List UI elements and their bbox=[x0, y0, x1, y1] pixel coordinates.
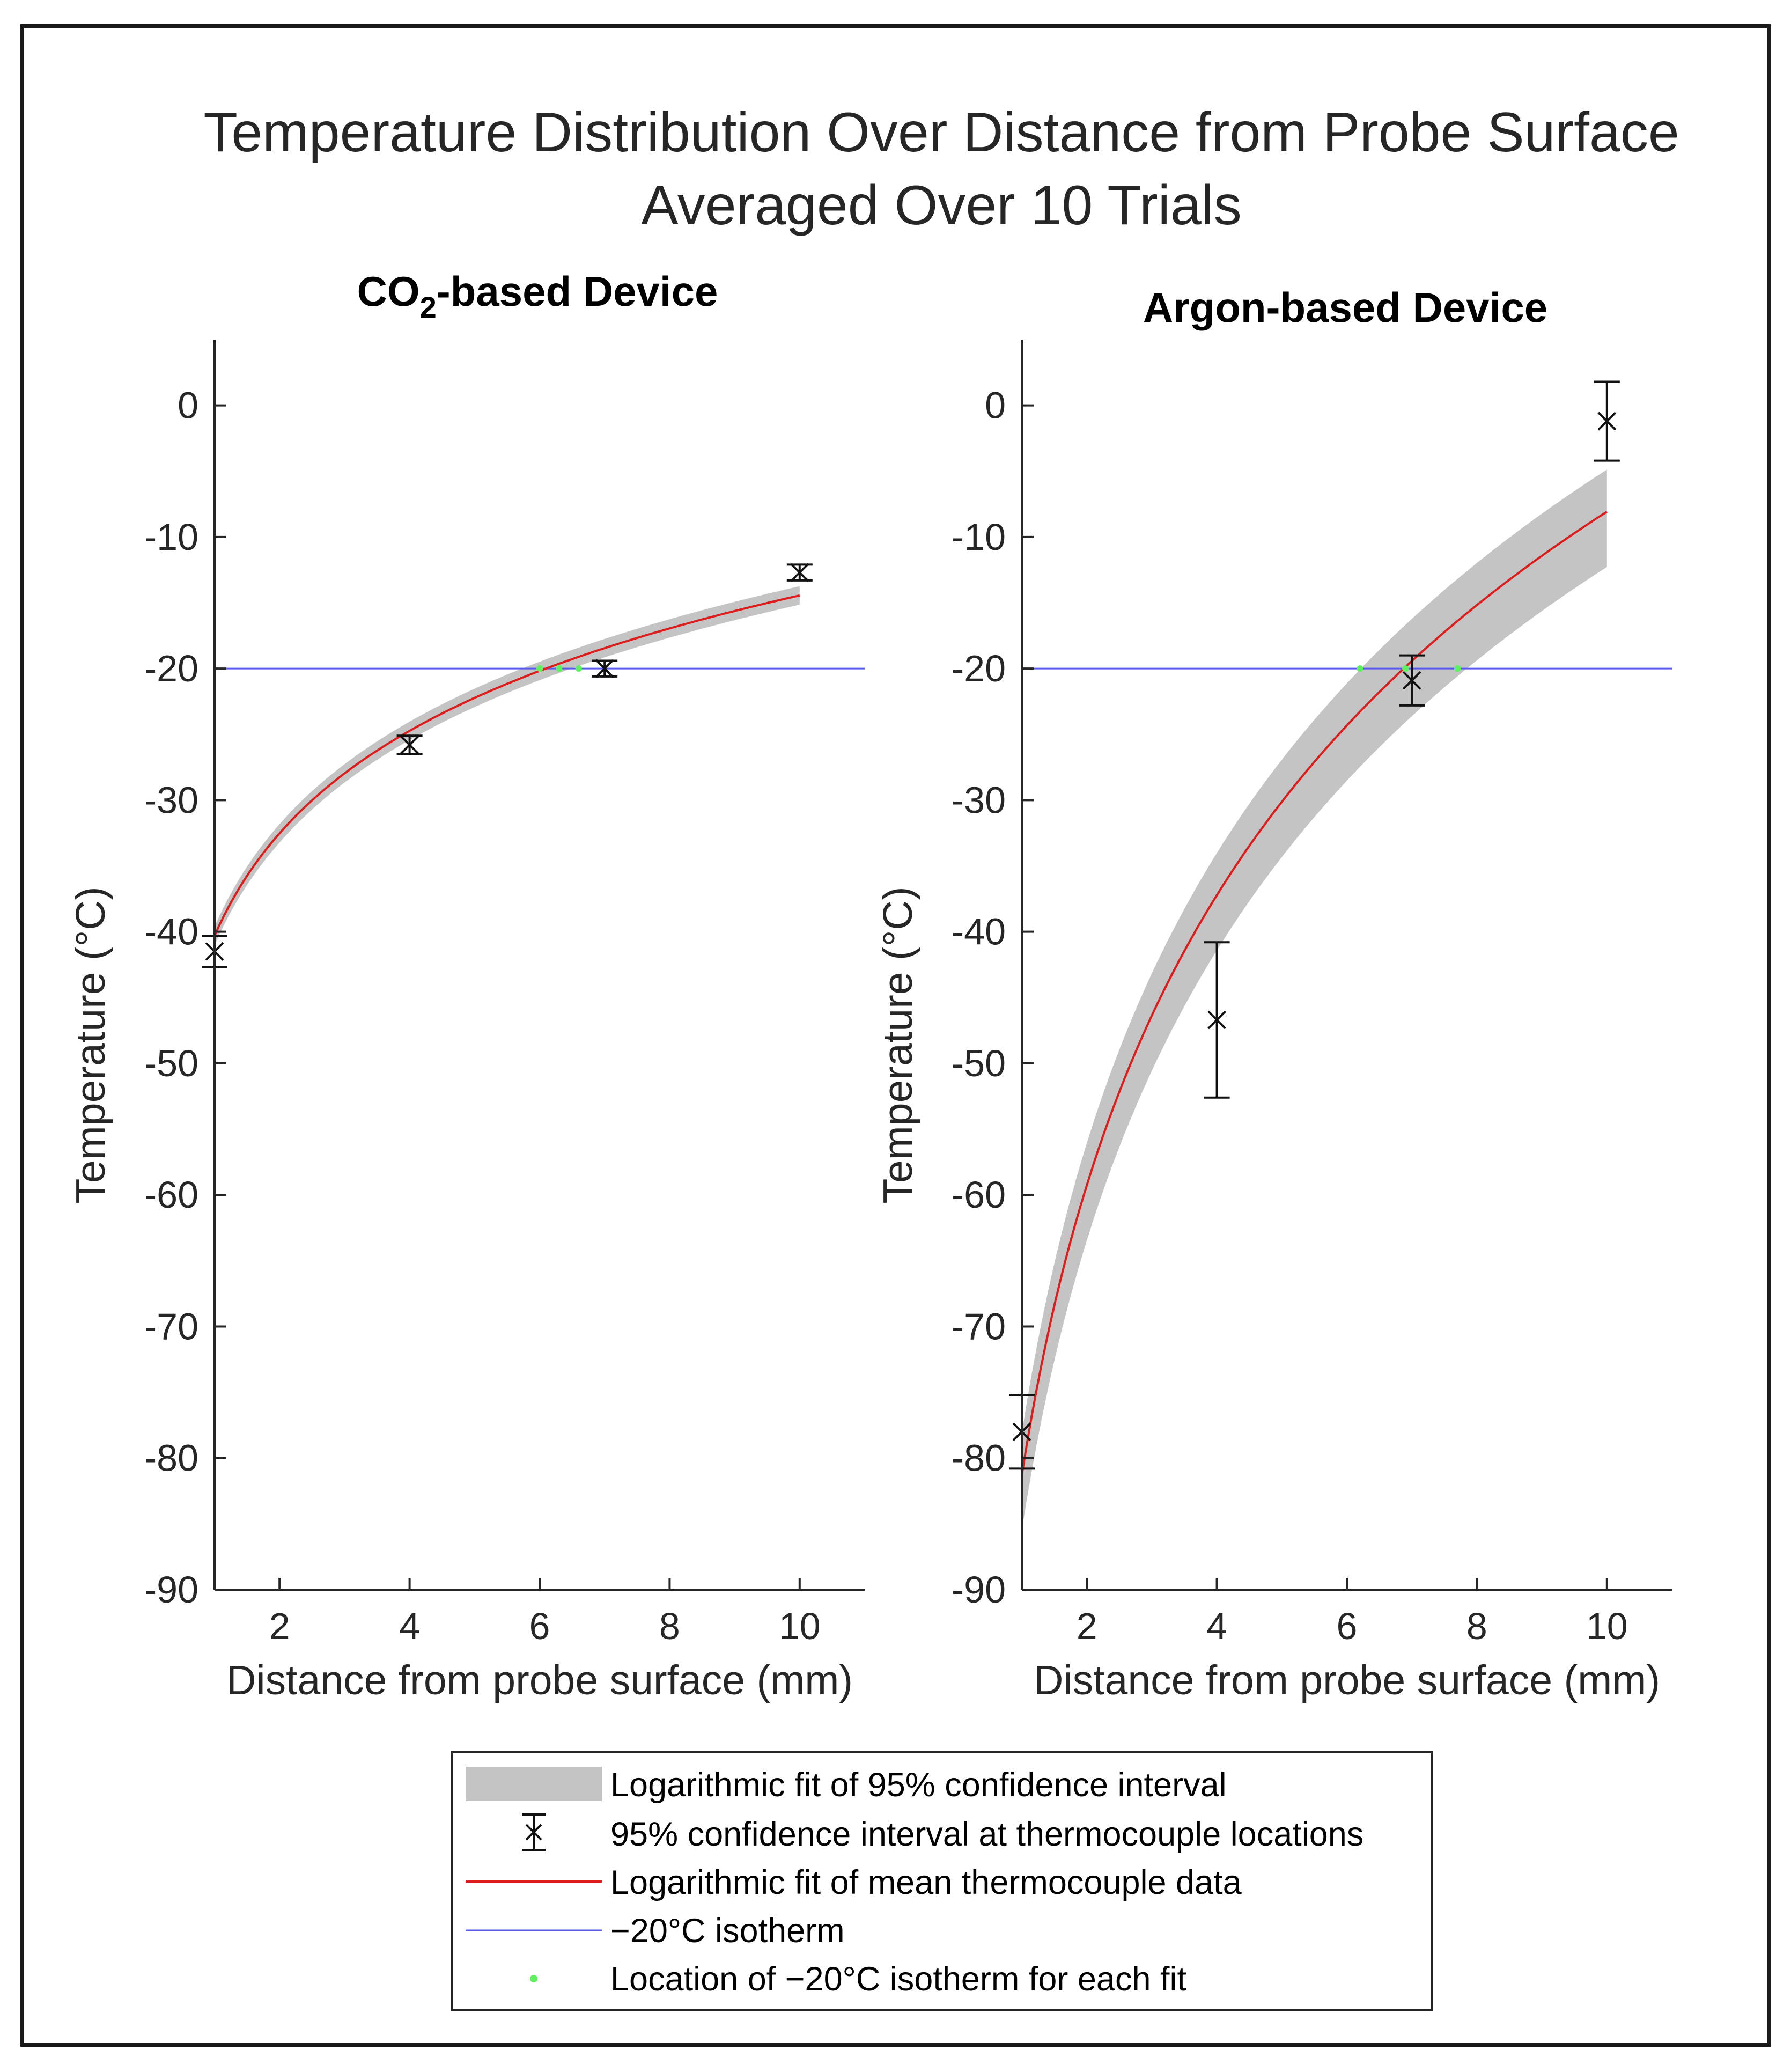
co2-errorbar-3 bbox=[786, 563, 813, 582]
argon-ytick-label-9: -90 bbox=[952, 1569, 1006, 1611]
legend-label-fit: Logarithmic fit of mean thermocouple dat… bbox=[610, 1864, 1242, 1901]
legend-label-isotherm-points: Location of −20°C isotherm for each fit bbox=[610, 1960, 1187, 1998]
argon-errorbar-3 bbox=[1594, 380, 1620, 462]
legend: Logarithmic fit of 95% confidence interv… bbox=[451, 1751, 1433, 2011]
co2-errorbar-2 bbox=[592, 659, 618, 678]
figure-frame bbox=[20, 24, 1771, 2047]
argon-marker-b-2 bbox=[1402, 671, 1421, 690]
argon-xtick-label-1: 4 bbox=[1206, 1605, 1227, 1647]
argon-errorbar-1 bbox=[1204, 941, 1230, 1099]
legend-band-swatch bbox=[466, 1767, 602, 1801]
co2-xtick-label-4: 10 bbox=[779, 1605, 821, 1647]
co2-fit-line bbox=[213, 594, 800, 936]
co2-ytick-label-1: -10 bbox=[144, 516, 198, 558]
co2-ytick-label-5: -50 bbox=[144, 1042, 198, 1084]
argon-isotherm-point-0 bbox=[1357, 665, 1363, 672]
co2-isotherm-point-2 bbox=[575, 665, 582, 672]
argon-errorbar-2 bbox=[1399, 654, 1425, 707]
co2-ytick-label-3: -30 bbox=[144, 779, 198, 821]
argon-isotherm-point-1 bbox=[1402, 665, 1409, 672]
argon-fit-line bbox=[1021, 511, 1608, 1475]
co2-subplot-title: CO2-based Device bbox=[357, 268, 718, 324]
co2-isotherm-point-0 bbox=[536, 665, 543, 672]
argon-ytick-label-0: 0 bbox=[985, 385, 1006, 427]
argon-marker-b-1 bbox=[1207, 1010, 1227, 1030]
argon-xtick-label-2: 6 bbox=[1337, 1605, 1358, 1647]
co2-xtick-label-2: 6 bbox=[529, 1605, 550, 1647]
argon-xtick-label-4: 10 bbox=[1586, 1605, 1628, 1647]
figure-title-line-2: Averaged Over 10 Trials bbox=[641, 174, 1242, 237]
co2-confidence-band bbox=[215, 586, 800, 945]
co2-ytick-label-9: -90 bbox=[144, 1569, 198, 1611]
argon-ytick-label-1: -10 bbox=[952, 516, 1006, 558]
co2-marker-b-3 bbox=[790, 563, 809, 582]
co2-plot-area: 0 -10 -20 -30 -40 -50 -60 -70 -80 -90 2 4 6 8 10 Distan… bbox=[68, 340, 865, 1703]
co2-xtick-label-3: 8 bbox=[659, 1605, 680, 1647]
argon-isotherm-point-2 bbox=[1454, 665, 1461, 672]
argon-ytick-label-3: -30 bbox=[952, 779, 1006, 821]
argon-xtick-label-3: 8 bbox=[1466, 1605, 1487, 1647]
co2-xtick-label-1: 4 bbox=[399, 1605, 420, 1647]
co2-ytick-label-2: -20 bbox=[144, 648, 198, 689]
figure-title-line-1: Temperature Distribution Over Distance f… bbox=[203, 101, 1679, 164]
argon-ytick-label-2: -20 bbox=[952, 648, 1006, 689]
co2-ytick-label-6: -60 bbox=[144, 1174, 198, 1216]
co2-ytick-label-8: -80 bbox=[144, 1437, 198, 1479]
legend-label-isotherm: −20°C isotherm bbox=[610, 1912, 845, 1950]
argon-subplot-title: Argon-based Device bbox=[1143, 284, 1547, 331]
co2-marker-b-1 bbox=[400, 735, 419, 754]
argon-ytick-label-6: -60 bbox=[952, 1174, 1006, 1216]
argon-y-axis-label: Temperature (°C) bbox=[875, 886, 921, 1203]
legend-errorbar-swatch bbox=[522, 1813, 546, 1851]
legend-label-band: Logarithmic fit of 95% confidence interv… bbox=[610, 1766, 1227, 1804]
argon-ytick-label-4: -40 bbox=[952, 911, 1006, 953]
co2-errorbar-1 bbox=[396, 734, 423, 755]
argon-ytick-label-8: -80 bbox=[952, 1437, 1006, 1479]
argon-ytick-label-5: -50 bbox=[952, 1042, 1006, 1084]
co2-y-axis-label: Temperature (°C) bbox=[68, 886, 114, 1203]
co2-isotherm-point-1 bbox=[556, 665, 563, 672]
argon-xtick-label-0: 2 bbox=[1077, 1605, 1097, 1647]
legend-isotherm-point-swatch bbox=[530, 1975, 537, 1982]
co2-ytick-label-4: -40 bbox=[144, 911, 198, 953]
co2-xtick-label-0: 2 bbox=[269, 1605, 290, 1647]
legend-label-errorbar: 95% confidence interval at thermocouple … bbox=[610, 1816, 1363, 1853]
co2-marker-b-2 bbox=[595, 659, 614, 678]
co2-ytick-label-0: 0 bbox=[178, 385, 198, 427]
argon-x-axis-label: Distance from probe surface (mm) bbox=[1034, 1657, 1660, 1703]
co2-ytick-label-7: -70 bbox=[144, 1305, 198, 1347]
argon-ytick-label-7: -70 bbox=[952, 1305, 1006, 1347]
co2-x-axis-label: Distance from probe surface (mm) bbox=[226, 1657, 853, 1703]
legend-box bbox=[451, 1751, 1433, 2011]
argon-marker-b-3 bbox=[1597, 412, 1617, 431]
argon-plot-area: 0 -10 -20 -30 -40 -50 -60 -70 -80 -90 2 4 6 8 10 Distan… bbox=[875, 340, 1672, 1703]
argon-confidence-band bbox=[1022, 469, 1607, 1531]
